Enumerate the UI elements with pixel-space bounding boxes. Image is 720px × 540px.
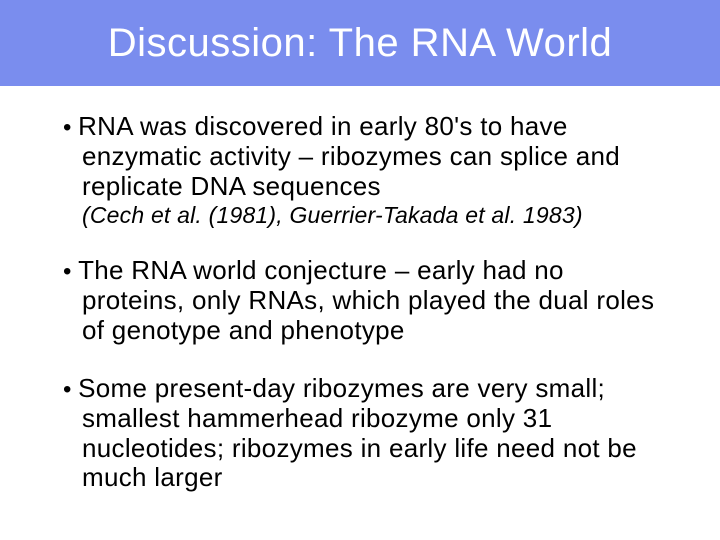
bullet-dot-icon: • xyxy=(63,376,78,403)
slide-body: • RNA was discovered in early 80's to ha… xyxy=(0,86,720,493)
bullet-dot-icon: • xyxy=(63,258,78,285)
bullet-text: RNA was discovered in early 80's to have… xyxy=(78,111,620,201)
slide-title: Discussion: The RNA World xyxy=(108,21,613,66)
bullet-item: • Some present-day ribozymes are very sm… xyxy=(50,374,670,494)
bullet-text: The RNA world conjecture – early had no … xyxy=(78,255,654,345)
bullet-dot-icon: • xyxy=(63,114,78,141)
bullet-item: • RNA was discovered in early 80's to ha… xyxy=(50,112,670,228)
bullet-citation: (Cech et al. (1981), Guerrier-Takada et … xyxy=(82,202,670,228)
bullet-text: Some present-day ribozymes are very smal… xyxy=(78,373,637,493)
bullet-item: • The RNA world conjecture – early had n… xyxy=(50,256,670,346)
slide-header: Discussion: The RNA World xyxy=(0,0,720,86)
